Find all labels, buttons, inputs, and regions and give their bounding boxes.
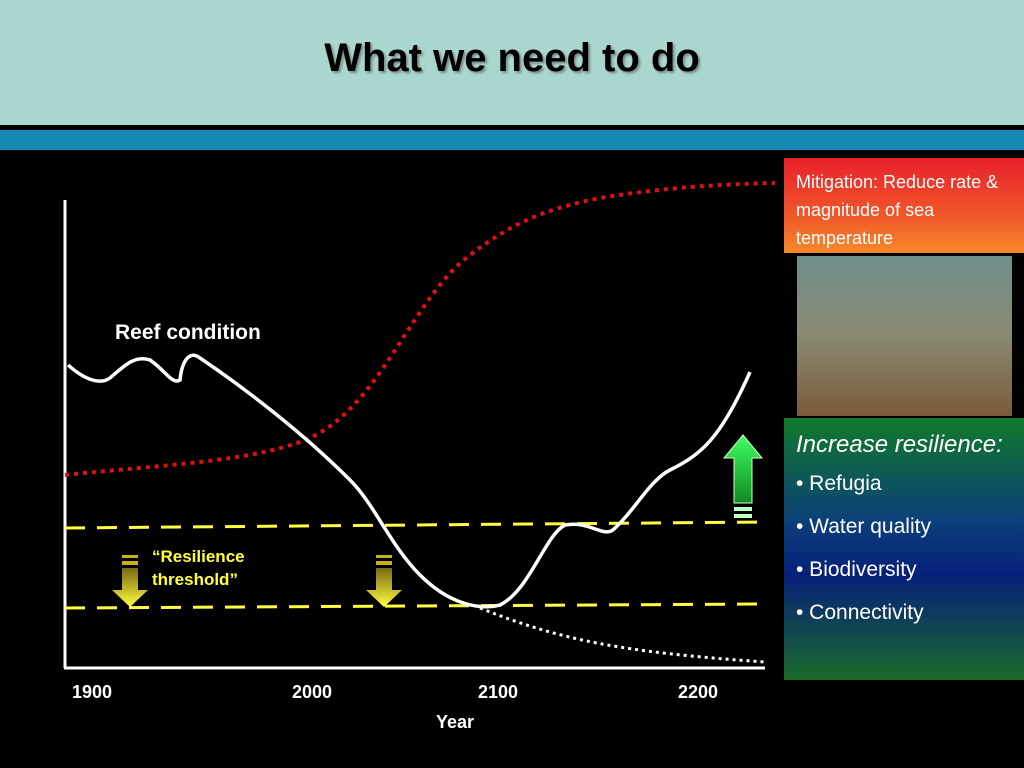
temperature-curve [64,181,776,477]
x-tick-label: 2000 [292,682,333,702]
curve-label: Reef condition [115,321,261,344]
down-arrow [112,555,148,607]
resilience-item: • Connectivity [796,601,924,624]
threshold-lower [64,602,766,610]
threshold-upper [64,520,766,530]
title: What we need to do [324,36,700,80]
decline-curve [479,606,766,664]
reef-photo [797,256,1012,416]
mitigation-box: Mitigation: Reduce rate & magnitude of s… [784,158,1024,253]
x-tick-label: 2100 [478,682,519,702]
resilience-box: Increase resilience: • Refugia • Water q… [784,418,1024,680]
reef-curve [66,353,752,609]
resilience-heading: Increase resilience: [796,431,1003,458]
x-tick-label: 1900 [72,682,113,702]
mitigation-text: Mitigation: Reduce rate & magnitude of s… [796,172,999,248]
up-arrow [722,434,764,518]
resilience-item: • Biodiversity [796,558,917,581]
threshold-label: “Resilience threshold” [152,547,245,589]
x-axis-label: Year [436,712,475,732]
header [0,0,1024,125]
stripe [0,130,1024,150]
down-arrow [366,555,402,607]
resilience-item: • Water quality [796,515,931,538]
resilience-item: • Refugia [796,472,882,495]
x-tick-label: 2200 [678,682,719,702]
